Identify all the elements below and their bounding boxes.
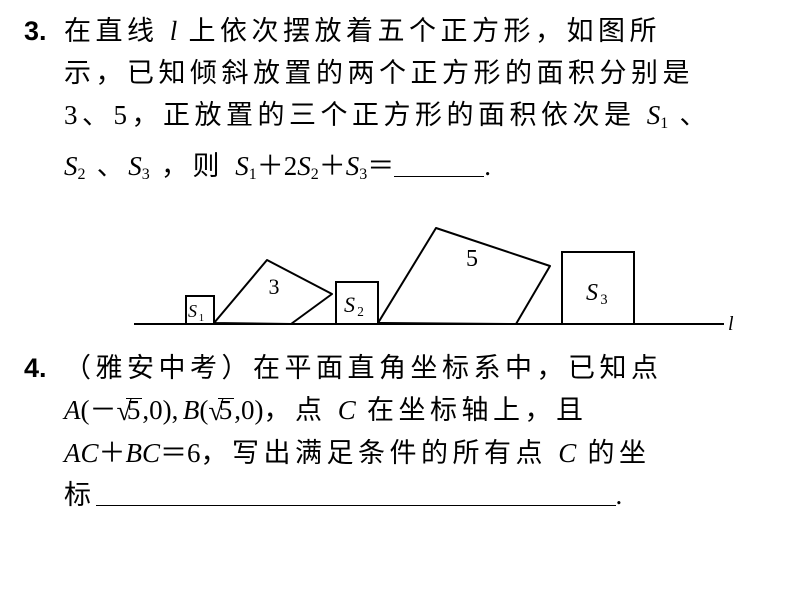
q3-figure: S1S2S335l	[84, 204, 770, 339]
q3-line1: 在直线 l 上依次摆放着五个正方形，如图所	[64, 10, 770, 52]
svg-text:2: 2	[357, 304, 364, 319]
svg-text:S: S	[188, 301, 197, 321]
q3-body: 在直线 l 上依次摆放着五个正方形，如图所 示，已知倾斜放置的两个正方形的面积分…	[64, 10, 770, 196]
svg-text:3: 3	[600, 292, 607, 308]
q3-line4: S2 、S3 ，则 S1＋2S2＋S3＝.	[64, 145, 770, 196]
svg-text:5: 5	[466, 246, 478, 272]
q4-line1: （雅安中考）在平面直角坐标系中，已知点	[64, 347, 770, 389]
svg-text:1: 1	[199, 312, 204, 324]
squares-diagram: S1S2S335l	[84, 204, 744, 334]
q3-number: 3.	[24, 10, 64, 52]
svg-text:l: l	[728, 313, 734, 334]
q4-line3: AC＋BC＝6，写出满足条件的所有点 C 的坐	[64, 432, 770, 474]
q4-line4: 标.	[64, 474, 770, 516]
svg-text:3: 3	[269, 274, 280, 299]
question-3: 3. 在直线 l 上依次摆放着五个正方形，如图所 示，已知倾斜放置的两个正方形的…	[24, 10, 770, 196]
q3-line3: 3、5，正放置的三个正方形的面积依次是 S1 、	[64, 94, 770, 145]
q3-line2: 示，已知倾斜放置的两个正方形的面积分别是	[64, 52, 770, 94]
svg-text:S: S	[344, 292, 355, 317]
q4-number: 4.	[24, 347, 64, 389]
q4-body: （雅安中考）在平面直角坐标系中，已知点 A(－√5,0),B(√5,0)，点 C…	[64, 347, 770, 516]
q4-line2: A(－√5,0),B(√5,0)，点 C 在坐标轴上，且	[64, 389, 770, 432]
svg-text:S: S	[586, 280, 598, 306]
question-4: 4. （雅安中考）在平面直角坐标系中，已知点 A(－√5,0),B(√5,0)，…	[24, 347, 770, 516]
